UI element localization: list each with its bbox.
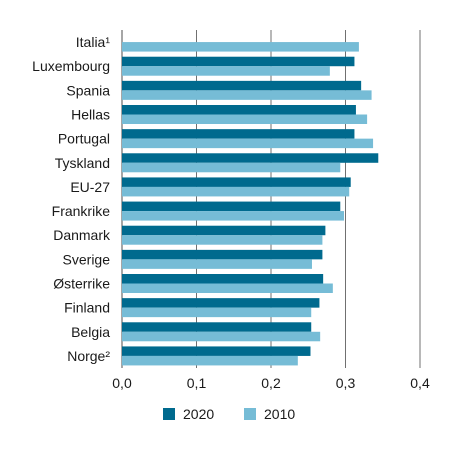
bar-2010-11: [122, 307, 312, 318]
bar-2010-9: [122, 259, 312, 269]
category-label-11: Finland: [64, 300, 110, 316]
bar-2020-8: [122, 225, 326, 236]
bar-2020-10: [122, 274, 324, 284]
bar-2010-12: [122, 331, 321, 342]
bar-2010-4: [122, 138, 374, 149]
bar-2020-2: [122, 80, 362, 91]
category-label-9: Sverige: [63, 251, 111, 267]
x-tick-label-1: 0,1: [187, 375, 207, 391]
bar-2010-3: [122, 114, 368, 124]
x-tick-label-3: 0,3: [336, 375, 356, 391]
x-tick-label-2: 0,2: [261, 375, 281, 391]
bar-2020-5: [122, 153, 379, 163]
category-label-2: Spania: [66, 82, 110, 98]
bar-2020-9: [122, 249, 323, 260]
bar-2010-8: [122, 235, 323, 245]
x-tick-label-0: 0,0: [112, 375, 132, 391]
legend-swatch-2020: [163, 408, 175, 420]
category-label-3: Hellas: [71, 107, 110, 123]
bar-2020-7: [122, 201, 341, 212]
category-label-1: Luxembourg: [32, 58, 110, 74]
x-tick-labels: 0,0 0,1 0,2 0,3 0,4: [112, 375, 430, 391]
bars: [122, 42, 379, 366]
bar-2010-2: [122, 90, 372, 100]
bar-2020-11: [122, 298, 320, 308]
legend-label-2010: 2010: [264, 406, 295, 422]
bar-2010-6: [122, 186, 350, 197]
legend-swatch-2010: [244, 408, 256, 420]
category-label-13: Norge²: [67, 348, 110, 364]
category-label-8: Danmark: [53, 227, 111, 243]
grid-lines: [121, 30, 421, 368]
legend: 2020 2010: [163, 406, 295, 422]
bar-2010-13: [122, 355, 298, 366]
bar-2010-5: [122, 162, 341, 173]
bar-2020-6: [122, 177, 351, 187]
category-labels: Italia¹ Luxembourg Spania Hellas Portugal Tys…: [32, 34, 111, 364]
bar-2020-3: [122, 105, 356, 115]
legend-label-2020: 2020: [183, 406, 214, 422]
bar-2020-1: [122, 56, 355, 67]
x-tick-label-4: 0,4: [410, 375, 430, 391]
bar-2020-13: [122, 346, 311, 356]
bar-2010-0: [122, 42, 359, 52]
category-label-7: Frankrike: [52, 203, 111, 219]
category-label-5: Tyskland: [55, 155, 110, 171]
bar-2010-1: [122, 66, 330, 76]
bar-2010-7: [122, 211, 345, 221]
bar-2010-10: [122, 283, 333, 293]
category-label-12: Belgia: [71, 324, 110, 340]
category-label-6: EU-27: [70, 179, 110, 195]
category-label-10: Østerrike: [53, 276, 110, 292]
bar-2020-4: [122, 129, 355, 139]
category-label-4: Portugal: [58, 131, 110, 147]
category-label-0: Italia¹: [76, 34, 111, 50]
bar-2020-12: [122, 322, 312, 332]
